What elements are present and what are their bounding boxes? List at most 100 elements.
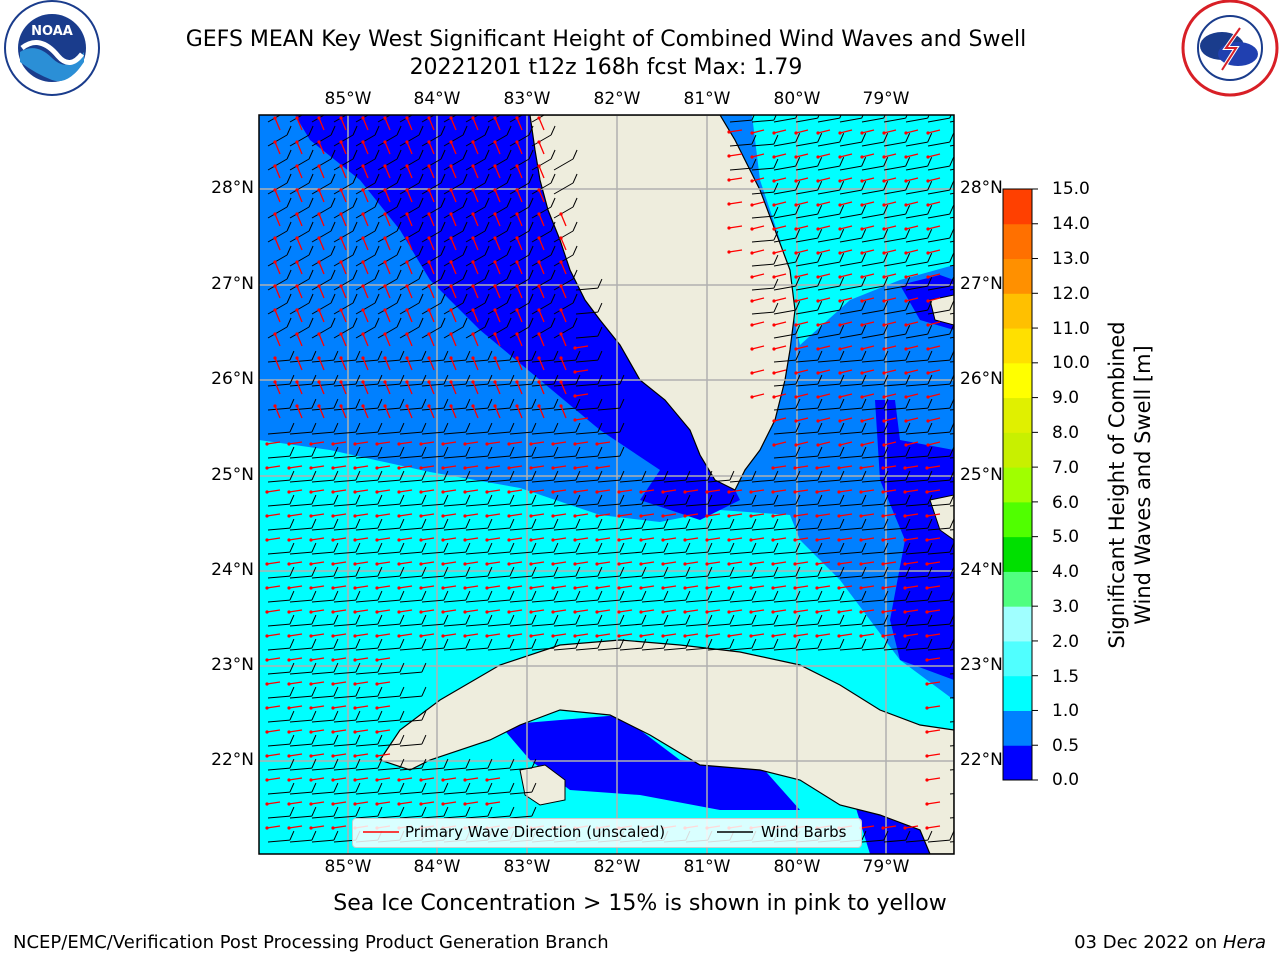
wave-arrow-head [317, 116, 321, 120]
wind-barb [465, 455, 488, 459]
wind-barb-flag [308, 293, 314, 304]
wave-direction-arrow [266, 729, 281, 733]
wind-barb-flag [597, 398, 603, 409]
wave-arrow-legend-icon [363, 831, 399, 833]
wave-direction-arrow [266, 825, 281, 829]
wave-arrow-head [727, 226, 731, 230]
wind-barb-flag [311, 734, 317, 745]
wind-barb-flag [861, 132, 867, 143]
wind-barb-flag [355, 734, 361, 745]
wave-direction-arrow [795, 345, 809, 350]
wave-arrow-head [331, 514, 335, 518]
wave-arrow-head [859, 562, 863, 566]
wave-arrow-head [727, 538, 731, 542]
wind-barb-flag [861, 638, 867, 649]
wind-barb [531, 302, 552, 315]
wind-barb [729, 527, 752, 531]
wind-barb [751, 647, 774, 651]
wind-barb-flag [883, 518, 889, 529]
wind-barb-flag [839, 204, 845, 215]
wave-arrow-head [287, 586, 291, 590]
wave-arrow-head [375, 610, 379, 614]
wave-arrow-head [397, 610, 401, 614]
wave-arrow-head [551, 538, 555, 542]
wind-barb [443, 623, 466, 627]
wind-barb-flag [418, 173, 424, 184]
wave-arrow-head [331, 658, 335, 662]
wind-barb-flag [795, 204, 801, 215]
wave-arrow-head [265, 586, 269, 590]
wind-barb-flag [883, 398, 889, 409]
wind-barb-flag [531, 422, 537, 433]
wind-barb [575, 455, 598, 459]
lon-tick-top: 81°W [683, 89, 731, 109]
wave-direction-arrow [574, 345, 589, 349]
wave-direction-arrow [560, 309, 567, 323]
wind-barb-flag [484, 197, 490, 208]
wave-direction-arrow [574, 441, 589, 445]
wind-barb-flag [311, 422, 317, 433]
wind-barb-flag [773, 278, 779, 289]
wind-barb-flag [528, 269, 534, 280]
wind-barb-flag [553, 350, 559, 361]
wind-barb-flag [377, 710, 383, 721]
wind-barb-flag [374, 173, 380, 184]
wave-direction-arrow [428, 237, 435, 251]
wave-direction-arrow [794, 609, 809, 613]
wave-direction-arrow [861, 225, 875, 230]
wave-arrow-head [507, 442, 511, 446]
wave-arrow-head [383, 332, 387, 336]
wind-barb-flag [597, 278, 603, 289]
colorbar-tick: 8.0 [1052, 423, 1080, 443]
wind-barb-flag [352, 293, 358, 304]
wave-arrow-head [794, 299, 798, 303]
wave-direction-arrow [773, 297, 787, 302]
wave-direction-arrow [516, 357, 523, 371]
wave-arrow-head [925, 466, 929, 470]
wind-barb [311, 671, 334, 675]
wind-barb-flag [396, 125, 402, 136]
wind-barb-flag [773, 494, 779, 505]
wind-barb-flag [355, 518, 361, 529]
wave-arrow-head [507, 514, 511, 518]
wind-barb [377, 182, 398, 195]
wind-barb [421, 503, 444, 507]
wave-arrow-head [573, 634, 577, 638]
wind-barb-flag [377, 782, 383, 793]
wave-direction-arrow [860, 561, 875, 565]
wave-direction-arrow [472, 213, 479, 227]
wave-direction-arrow [420, 609, 435, 613]
wind-barb [289, 551, 312, 555]
wind-barb [377, 551, 400, 555]
wave-arrow-head [537, 332, 541, 336]
wind-barb [289, 719, 312, 723]
wind-barb [487, 551, 510, 555]
wind-barb [509, 383, 532, 387]
wave-direction-arrow [332, 441, 347, 445]
wave-arrow-head [471, 188, 475, 192]
wave-direction-arrow [860, 609, 875, 613]
wind-barb [355, 647, 378, 651]
wind-barb-flag [399, 350, 405, 361]
wind-barb [751, 287, 774, 291]
wind-barb [795, 359, 818, 363]
wind-barb [377, 359, 400, 363]
wind-barb-flag [531, 806, 537, 817]
wind-barb [289, 575, 312, 579]
wave-arrow-head [903, 826, 907, 830]
wind-barb [399, 503, 422, 507]
wind-barb [663, 599, 686, 603]
wave-direction-arrow [817, 297, 831, 302]
wind-barb-flag [729, 494, 735, 505]
wind-barb-flag [377, 566, 383, 577]
wave-direction-arrow [288, 657, 303, 661]
wind-barb [575, 527, 598, 531]
wave-direction-arrow [516, 405, 523, 419]
wave-arrow-head [595, 586, 599, 590]
wind-barb-flag [553, 614, 559, 625]
wind-barb-flag [795, 494, 801, 505]
wind-barb [795, 455, 818, 459]
wind-barb [839, 623, 862, 627]
wind-barb-flag [905, 204, 911, 215]
wind-barb-flag [333, 710, 339, 721]
